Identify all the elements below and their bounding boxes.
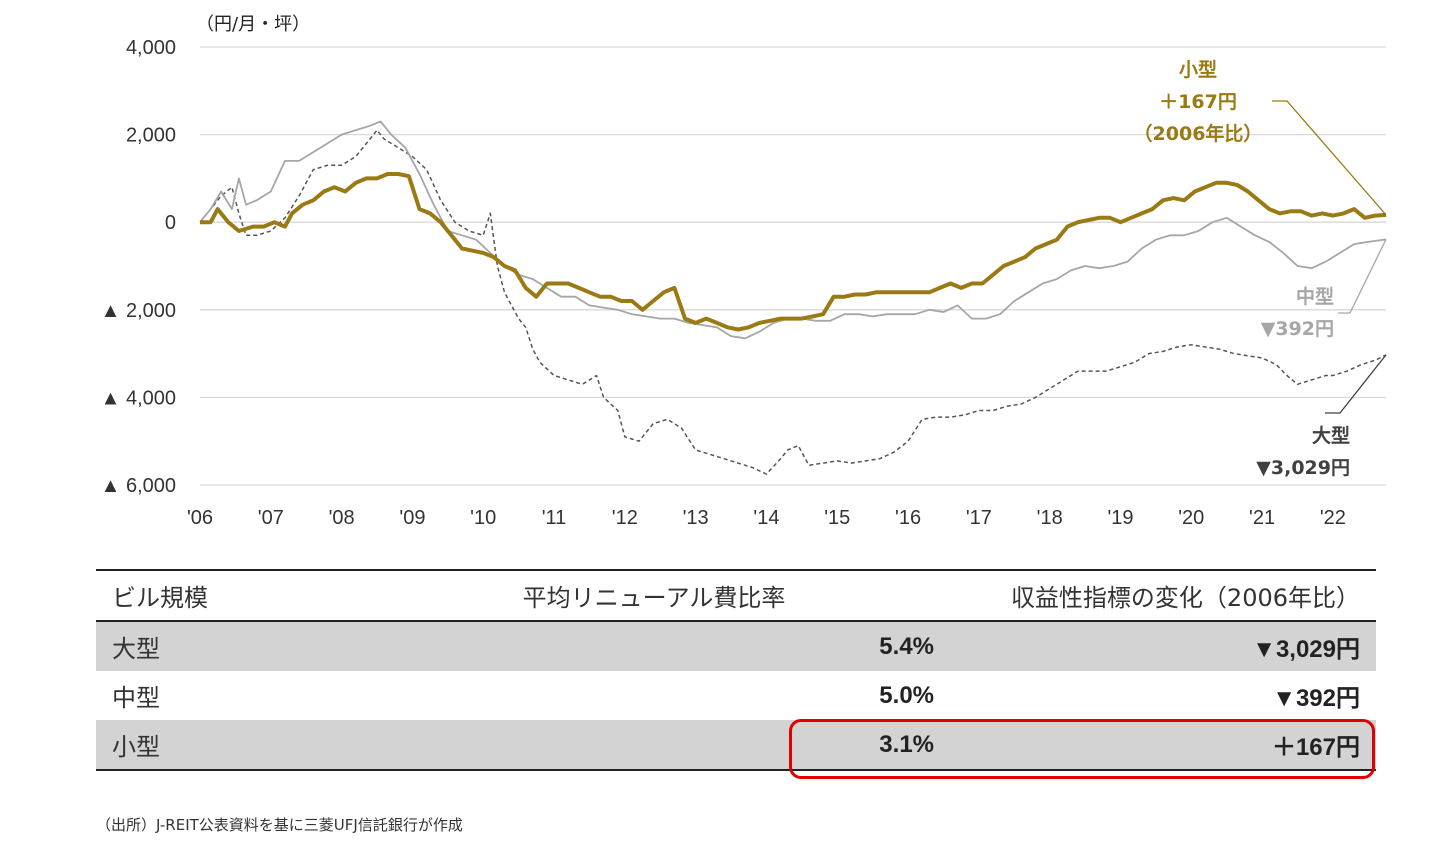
x-tick-label: '09 (399, 507, 425, 529)
x-tick-label: '16 (895, 507, 921, 529)
series-large-line (199, 129, 1387, 475)
leader-line-large (1325, 354, 1387, 414)
row-change: ▼392円 (1272, 685, 1360, 712)
row-rate: 3.1% (358, 720, 950, 770)
x-tick-label: '22 (1320, 507, 1346, 529)
y-tick-label: 0 (165, 212, 176, 234)
series-mid-line (199, 120, 1387, 340)
row-name: 大型 (96, 621, 358, 671)
header-renewal-rate: 平均リニューアル費比率 (522, 584, 786, 612)
y-tick-label: 4,000 (126, 37, 176, 59)
x-tick-label: '17 (966, 507, 992, 529)
y-unit-label: （円/月・坪） (196, 14, 310, 35)
row-rate: 5.0% (879, 681, 934, 709)
line-chart: （円/月・坪） 4,000 2,000 0 ▲ 2,000 ▲ 4,000 ▲ 6,000… (101, 14, 1387, 529)
row-rate: 5.4% (358, 621, 950, 671)
row-name: 小型 (96, 720, 358, 770)
x-tick-label: '19 (1107, 507, 1133, 529)
x-tick-label: '08 (329, 507, 355, 529)
x-tick-label: '12 (612, 507, 638, 529)
table-header-row: ビル規模 平均リニューアル費比率 収益性指標の変化（2006年比） (96, 570, 1376, 621)
y-tick-label: ▲ 2,000 (101, 300, 176, 322)
annotation-mid: 中型 (1296, 285, 1334, 308)
leader-line-small (1272, 100, 1387, 216)
annotation-small: ＋167円 (1159, 91, 1237, 113)
annotation-small: 小型 (1179, 58, 1217, 81)
table-row-mid: 中型 5.0% ▼392円 (96, 671, 1376, 720)
x-tick-label: '20 (1178, 507, 1204, 529)
x-tick-label: '11 (542, 507, 567, 529)
annotation-large: ▼3,029円 (1256, 457, 1350, 479)
header-building-size: ビル規模 (112, 584, 208, 612)
table-row-large: 大型 5.4% ▼3,029円 (96, 621, 1376, 671)
row-change: ＋167円 (950, 720, 1376, 770)
series-small-line (200, 172, 1387, 332)
header-profit-change: 収益性指標の変化（2006年比） (1010, 584, 1360, 612)
x-tick-label: '14 (753, 507, 779, 529)
x-tick-label: '07 (258, 507, 284, 529)
row-name: 中型 (112, 684, 160, 712)
source-note: （出所）J-REIT公表資料を基に三菱UFJ信託銀行が作成 (96, 816, 463, 834)
x-tick-label: '10 (470, 507, 496, 529)
renewal-cost-table: ビル規模 平均リニューアル費比率 収益性指標の変化（2006年比） 大型 5.4… (96, 569, 1376, 771)
x-tick-label: '18 (1037, 507, 1063, 529)
x-tick-label: '06 (187, 507, 213, 529)
table-row-small: 小型 3.1% ＋167円 (96, 720, 1376, 770)
annotation-mid: ▼392円 (1261, 318, 1334, 340)
annotation-small: （2006年比） (1134, 122, 1263, 145)
y-tick-label: ▲ 6,000 (101, 475, 176, 497)
x-tick-label: '21 (1249, 507, 1275, 529)
leader-line-mid (1338, 239, 1387, 314)
annotation-large: 大型 (1312, 424, 1350, 447)
row-change: ▼3,029円 (950, 621, 1376, 671)
x-tick-label: '13 (683, 507, 709, 529)
y-tick-label: ▲ 4,000 (101, 387, 176, 409)
x-tick-label: '15 (824, 507, 850, 529)
y-tick-label: 2,000 (126, 125, 176, 147)
